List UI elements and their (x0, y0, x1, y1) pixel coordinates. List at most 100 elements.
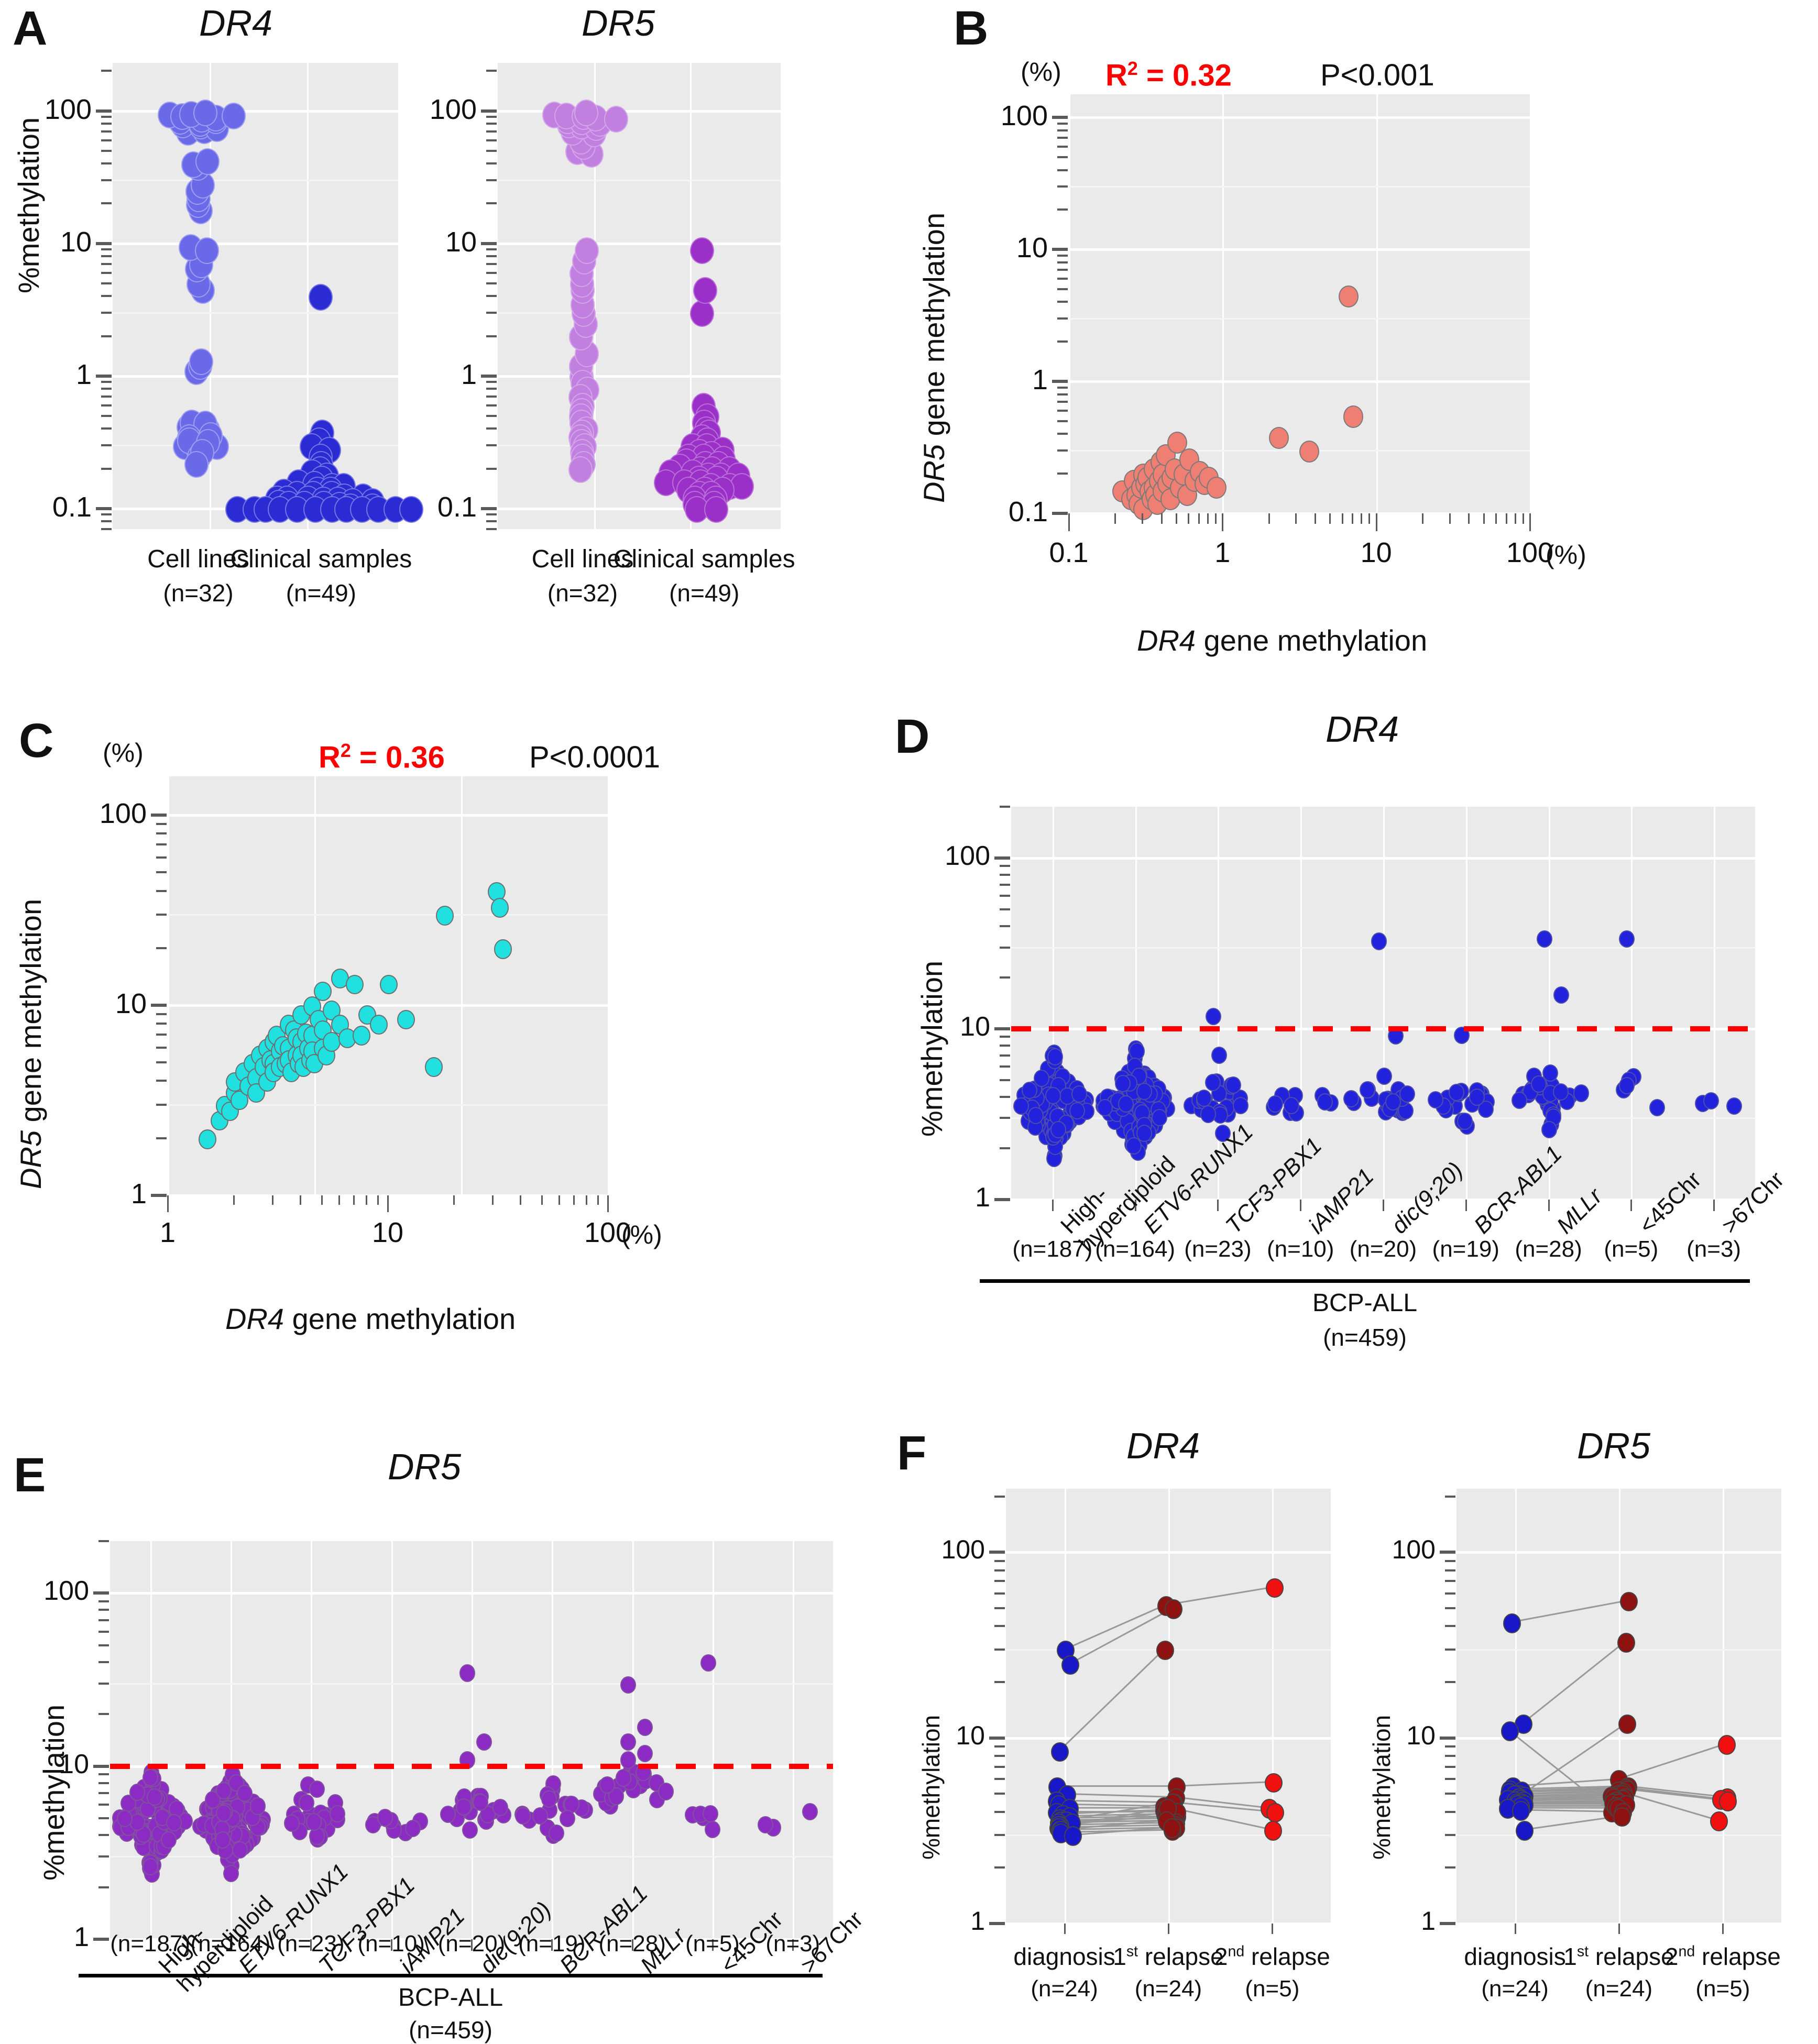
axis-tick-y (486, 262, 497, 265)
gridline-vertical (472, 1541, 473, 1939)
panel-a-category-count: (n=49) (669, 579, 740, 607)
axis-tick-x (1188, 513, 1190, 524)
axis-tick-y (101, 248, 112, 251)
axis-tick-x (1114, 513, 1116, 524)
dot-d (1114, 1074, 1131, 1092)
axis-tick-y (156, 1103, 167, 1106)
gridline-horizontal (498, 109, 781, 113)
axis-tick-x (1160, 513, 1163, 524)
panel-e-group-bracket (79, 1974, 823, 1977)
axis-tick-x (1222, 513, 1224, 531)
gridline-vertical (1530, 94, 1531, 513)
axis-tick-y (486, 139, 497, 141)
axis-tick-y (1057, 288, 1068, 291)
x-tick-label: 1 (1214, 537, 1231, 568)
rsq-exponent: 2 (340, 740, 351, 761)
axis-tick-y (156, 947, 167, 949)
gridline-vertical (461, 776, 463, 1195)
gridline-vertical (1052, 807, 1054, 1200)
axis-tick-x (1068, 513, 1070, 531)
axis-tick-y (486, 282, 497, 284)
axis-tick-y (98, 1792, 109, 1794)
gridline-horizontal (498, 507, 781, 510)
axis-tick-y (101, 467, 112, 470)
axis-tick-y (101, 149, 112, 152)
gridline-horizontal (1069, 512, 1530, 515)
axis-tick-y (486, 271, 497, 274)
dot-panel-c (494, 939, 512, 959)
panel-a-label: A (13, 2, 48, 55)
axis-tick-y (1057, 472, 1068, 475)
gridline-horizontal (168, 1004, 608, 1007)
axis-tick-y (98, 1834, 109, 1837)
axis-tick-y (101, 395, 112, 398)
axis-tick-y (156, 1034, 167, 1036)
axis-tick-y (1057, 146, 1068, 148)
axis-tick-x (586, 1195, 588, 1205)
dot-d (1045, 1087, 1061, 1105)
axis-tick-y (994, 1027, 1010, 1031)
axis-tick-x (1329, 513, 1331, 524)
rsq-exponent: 2 (1127, 58, 1138, 79)
axis-tick-x (1449, 513, 1451, 524)
panel-b: B (%) R2 = 0.32 P<0.001 DR5 gene methyla… (885, 0, 1818, 697)
threshold-line (1011, 1026, 1755, 1032)
dot-e (473, 1793, 489, 1811)
panel-b-xlabel: DR4 gene methylation (1137, 623, 1427, 657)
axis-tick-y (1057, 269, 1068, 271)
axis-tick-y (486, 427, 497, 430)
gridline-horizontal-minor (1069, 186, 1530, 188)
axis-tick-y (156, 1013, 167, 1015)
dot-panel-a (689, 300, 714, 327)
dot-panel-a (574, 100, 598, 127)
axis-tick-y (101, 139, 112, 141)
dot-panel-c (313, 981, 332, 1002)
gridline-vertical (1218, 807, 1220, 1200)
axis-tick-y (486, 179, 497, 181)
panel-e-ylabel: %methylation (37, 1704, 70, 1881)
dot-panel-a (604, 106, 629, 133)
dot-panel-c (369, 1015, 388, 1035)
connector-lines (1506, 1599, 1727, 1831)
dot-d (1399, 1085, 1415, 1103)
axis-tick-x (1207, 513, 1209, 524)
dot-d (1129, 1042, 1145, 1060)
outlier-point (1536, 930, 1552, 948)
dot-d (1050, 1121, 1067, 1139)
axis-tick-y (1000, 1044, 1010, 1047)
dot-relapse-2 (1718, 1792, 1737, 1811)
gridline-vertical (1222, 94, 1224, 513)
panel-category-count: (n=3) (765, 1931, 820, 1957)
dot-relapse-1 (1619, 1591, 1638, 1612)
axis-tick-x (1495, 513, 1497, 524)
panel-c-rsq: R2 = 0.36 (319, 740, 445, 775)
panel-a-category-label: Clinical samples (230, 545, 412, 573)
axis-tick-y (486, 248, 497, 251)
dot-panel-a (309, 283, 333, 311)
axis-tick-y (486, 202, 497, 205)
axis-tick-y (98, 1886, 109, 1888)
y-tick-label: 0.1 (1008, 496, 1048, 528)
outlier-point (1553, 986, 1569, 1004)
dot-e (214, 1831, 231, 1849)
gridline-horizontal-minor (498, 179, 781, 181)
axis-tick-y (486, 123, 497, 125)
panel-a-category-label: Cell lines (147, 545, 249, 573)
axis-tick-x (607, 1195, 609, 1212)
axis-tick-x (1421, 513, 1423, 524)
dot-e (757, 1816, 773, 1834)
panel-c-ylabel: DR5 gene methylation (14, 899, 48, 1189)
dot-d (1033, 1069, 1049, 1087)
axis-tick-y (101, 414, 112, 417)
axis-tick-y (101, 116, 112, 118)
dot-d (1013, 1097, 1029, 1115)
dot-e (559, 1809, 575, 1828)
rsq-label: R (1105, 58, 1127, 93)
dot-panel-c (345, 974, 364, 995)
axis-tick-y (101, 123, 112, 125)
dot-d (1359, 1081, 1375, 1099)
panel-c-ylabel-rest: gene methylation (14, 898, 47, 1130)
axis-tick-y (486, 335, 497, 337)
dot-panel-a (574, 237, 599, 264)
plot-background (113, 63, 398, 529)
